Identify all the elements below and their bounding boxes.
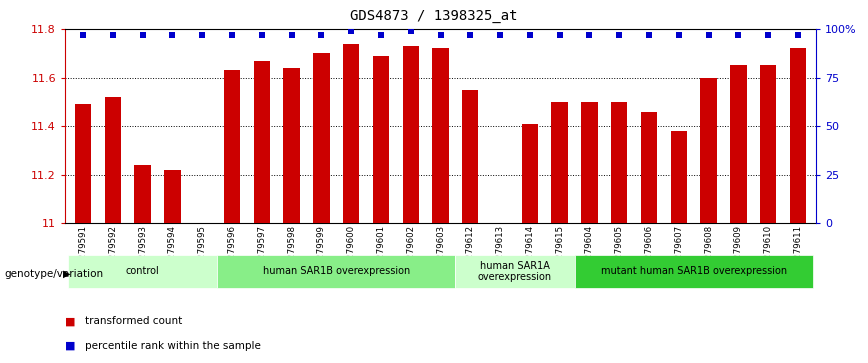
Text: mutant human SAR1B overexpression: mutant human SAR1B overexpression (601, 266, 786, 276)
Bar (641, 111, 657, 223)
Bar (403, 46, 419, 223)
Point (761, 32, 775, 38)
Point (166, 32, 180, 38)
Point (195, 32, 209, 38)
Point (553, 32, 567, 38)
Point (225, 32, 239, 38)
Bar (75, 104, 91, 223)
Bar (730, 65, 746, 223)
Bar (135, 165, 151, 223)
Bar (611, 102, 628, 223)
Point (285, 32, 299, 38)
Point (791, 32, 805, 38)
Text: transformed count: transformed count (85, 316, 182, 326)
Text: control: control (126, 266, 160, 276)
Point (523, 32, 536, 38)
Bar (760, 65, 777, 223)
Point (255, 32, 269, 38)
Point (701, 32, 715, 38)
Point (433, 32, 447, 38)
Bar (432, 48, 449, 223)
Point (642, 32, 656, 38)
Bar (671, 131, 687, 223)
Text: ■: ■ (65, 316, 76, 326)
Point (345, 28, 358, 34)
Bar (700, 78, 717, 223)
Bar (283, 68, 299, 223)
Bar (224, 70, 240, 223)
Point (582, 32, 596, 38)
Point (672, 32, 686, 38)
Point (464, 32, 477, 38)
Bar (522, 124, 538, 223)
Bar (790, 48, 806, 223)
Bar (582, 102, 598, 223)
Point (314, 32, 328, 38)
Text: ▶: ▶ (62, 269, 70, 279)
Bar (462, 90, 478, 223)
Point (106, 32, 120, 38)
Point (374, 32, 388, 38)
Point (732, 32, 746, 38)
Point (135, 32, 149, 38)
FancyBboxPatch shape (575, 255, 813, 287)
FancyBboxPatch shape (68, 255, 217, 287)
Text: percentile rank within the sample: percentile rank within the sample (85, 340, 261, 351)
Bar (343, 44, 359, 223)
Text: human SAR1B overexpression: human SAR1B overexpression (263, 266, 410, 276)
FancyBboxPatch shape (456, 255, 575, 287)
FancyBboxPatch shape (217, 255, 456, 287)
Text: GDS4873 / 1398325_at: GDS4873 / 1398325_at (351, 9, 517, 23)
Bar (104, 97, 121, 223)
Bar (164, 170, 181, 223)
Text: genotype/variation: genotype/variation (4, 269, 103, 279)
Bar (372, 56, 389, 223)
Bar (551, 102, 568, 223)
Point (493, 32, 507, 38)
Bar (313, 53, 330, 223)
Text: ■: ■ (65, 340, 76, 351)
Bar (253, 61, 270, 223)
Point (404, 28, 418, 34)
Point (76, 32, 90, 38)
Text: human SAR1A
overexpression: human SAR1A overexpression (478, 261, 552, 282)
Point (612, 32, 626, 38)
